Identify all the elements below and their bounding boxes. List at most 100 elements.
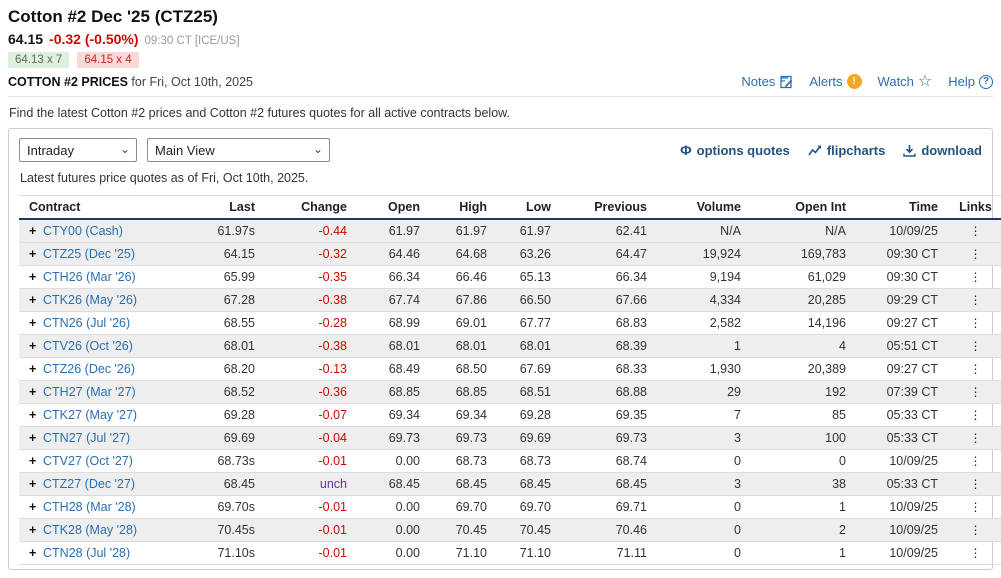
contract-symbol-link[interactable]: CTK27 (May '27) xyxy=(43,408,138,422)
row-menu-icon[interactable]: ⋮ xyxy=(969,385,982,399)
high-cell: 64.68 xyxy=(430,242,497,266)
row-menu-icon[interactable]: ⋮ xyxy=(969,523,982,537)
row-menu-icon[interactable]: ⋮ xyxy=(969,270,982,284)
low-cell: 69.28 xyxy=(497,403,561,427)
row-menu-icon[interactable]: ⋮ xyxy=(969,477,982,491)
table-row: + CTK27 (May '27) 69.28 -0.07 69.34 69.34 69.2… xyxy=(19,403,1001,427)
last-cell: 68.55 xyxy=(179,311,265,335)
high-cell: 71.10 xyxy=(430,541,497,565)
help-link[interactable]: Help ? xyxy=(948,74,993,89)
expand-row-icon[interactable]: + xyxy=(29,546,37,560)
open-cell: 0.00 xyxy=(357,518,430,542)
contract-symbol-link[interactable]: CTZ25 (Dec '25) xyxy=(43,247,135,261)
prices-heading-date: for Fri, Oct 10th, 2025 xyxy=(131,74,254,89)
open-int-cell: 169,783 xyxy=(751,242,856,266)
watch-link[interactable]: Watch ☆ xyxy=(877,72,933,90)
open-cell: 68.01 xyxy=(357,334,430,358)
row-menu-icon[interactable]: ⋮ xyxy=(969,431,982,445)
contract-symbol-link[interactable]: CTV27 (Oct '27) xyxy=(43,454,133,468)
row-menu-icon[interactable]: ⋮ xyxy=(969,247,982,261)
open-cell: 0.00 xyxy=(357,495,430,519)
contract-symbol-link[interactable]: CTY00 (Cash) xyxy=(43,224,123,238)
last-cell: 69.28 xyxy=(179,403,265,427)
contract-cell: + CTV27 (Oct '27) xyxy=(19,449,179,473)
links-cell: ⋮ xyxy=(948,265,1001,289)
time-cell: 09:27 CT xyxy=(856,311,948,335)
change-cell: -0.36 xyxy=(265,380,357,404)
low-cell: 69.70 xyxy=(497,495,561,519)
change-cell: -0.07 xyxy=(265,403,357,427)
price-line: 64.15 -0.32 (-0.50%) 09:30 CT [ICE/US] xyxy=(8,31,993,47)
expand-row-icon[interactable]: + xyxy=(29,270,37,284)
expand-row-icon[interactable]: + xyxy=(29,477,37,491)
contract-symbol-link[interactable]: CTN26 (Jul '26) xyxy=(43,316,131,330)
row-menu-icon[interactable]: ⋮ xyxy=(969,362,982,376)
futures-quotes-table: Contract Last Change Open High Low Previous Vol… xyxy=(19,195,1001,565)
last-cell: 64.15 xyxy=(179,242,265,266)
table-row: + CTZ25 (Dec '25) 64.15 -0.32 64.46 64.68 63.2… xyxy=(19,242,1001,266)
download-link[interactable]: download xyxy=(903,143,982,158)
expand-row-icon[interactable]: + xyxy=(29,385,37,399)
expand-row-icon[interactable]: + xyxy=(29,339,37,353)
contract-symbol-link[interactable]: CTK28 (May '28) xyxy=(43,523,138,537)
row-menu-icon[interactable]: ⋮ xyxy=(969,500,982,514)
expand-row-icon[interactable]: + xyxy=(29,293,37,307)
row-menu-icon[interactable]: ⋮ xyxy=(969,339,982,353)
contract-symbol-link[interactable]: CTV26 (Oct '26) xyxy=(43,339,133,353)
view-select[interactable]: Main View xyxy=(147,138,330,162)
open-cell: 69.73 xyxy=(357,426,430,450)
contract-symbol-link[interactable]: CTH28 (Mar '28) xyxy=(43,500,136,514)
row-menu-icon[interactable]: ⋮ xyxy=(969,224,982,238)
contract-symbol-link[interactable]: CTN27 (Jul '27) xyxy=(43,431,131,445)
change-cell: -0.04 xyxy=(265,426,357,450)
expand-row-icon[interactable]: + xyxy=(29,431,37,445)
last-cell: 68.52 xyxy=(179,380,265,404)
expand-row-icon[interactable]: + xyxy=(29,500,37,514)
row-menu-icon[interactable]: ⋮ xyxy=(969,293,982,307)
change-cell: -0.44 xyxy=(265,219,357,243)
open-int-cell: 100 xyxy=(751,426,856,450)
contract-symbol-link[interactable]: CTZ26 (Dec '26) xyxy=(43,362,135,376)
row-menu-icon[interactable]: ⋮ xyxy=(969,316,982,330)
contract-cell: + CTK27 (May '27) xyxy=(19,403,179,427)
frequency-select[interactable]: Intraday xyxy=(19,138,137,162)
expand-row-icon[interactable]: + xyxy=(29,316,37,330)
expand-row-icon[interactable]: + xyxy=(29,454,37,468)
table-row: + CTN28 (Jul '28) 71.10s -0.01 0.00 71.10 71.1… xyxy=(19,541,1001,565)
contract-cell: + CTH27 (Mar '27) xyxy=(19,380,179,404)
contract-symbol-link[interactable]: CTH27 (Mar '27) xyxy=(43,385,136,399)
contract-symbol-link[interactable]: CTK26 (May '26) xyxy=(43,293,138,307)
alerts-link[interactable]: Alerts ! xyxy=(809,74,862,89)
time-cell: 05:33 CT xyxy=(856,403,948,427)
quotes-panel: Intraday ⌄ Main View ⌄ Φ options quotes xyxy=(8,128,1001,570)
contract-symbol-link[interactable]: CTN28 (Jul '28) xyxy=(43,546,131,560)
notes-link[interactable]: Notes xyxy=(741,74,793,89)
change-cell: -0.01 xyxy=(265,518,357,542)
last-price: 64.15 xyxy=(8,31,44,47)
last-cell: 69.70s xyxy=(179,495,265,519)
volume-cell: 0 xyxy=(657,495,751,519)
open-int-cell: 1 xyxy=(751,495,856,519)
contract-symbol-link[interactable]: CTZ27 (Dec '27) xyxy=(43,477,135,491)
options-quotes-link[interactable]: Φ options quotes xyxy=(680,142,790,158)
expand-row-icon[interactable]: + xyxy=(29,247,37,261)
contract-cell: + CTK28 (May '28) xyxy=(19,518,179,542)
row-menu-icon[interactable]: ⋮ xyxy=(969,454,982,468)
expand-row-icon[interactable]: + xyxy=(29,523,37,537)
row-menu-icon[interactable]: ⋮ xyxy=(969,408,982,422)
previous-cell: 69.35 xyxy=(561,403,657,427)
volume-cell: 1 xyxy=(657,334,751,358)
volume-cell: 0 xyxy=(657,541,751,565)
expand-row-icon[interactable]: + xyxy=(29,408,37,422)
open-int-cell: 20,389 xyxy=(751,357,856,381)
low-cell: 68.51 xyxy=(497,380,561,404)
column-header-change: Change xyxy=(265,195,357,220)
expand-row-icon[interactable]: + xyxy=(29,362,37,376)
row-menu-icon[interactable]: ⋮ xyxy=(969,546,982,560)
open-cell: 69.34 xyxy=(357,403,430,427)
flipcharts-link[interactable]: flipcharts xyxy=(808,143,885,158)
contract-symbol-link[interactable]: CTH26 (Mar '26) xyxy=(43,270,136,284)
view-selects: Intraday ⌄ Main View ⌄ xyxy=(19,138,330,162)
watch-star-icon: ☆ xyxy=(917,72,933,90)
expand-row-icon[interactable]: + xyxy=(29,224,37,238)
